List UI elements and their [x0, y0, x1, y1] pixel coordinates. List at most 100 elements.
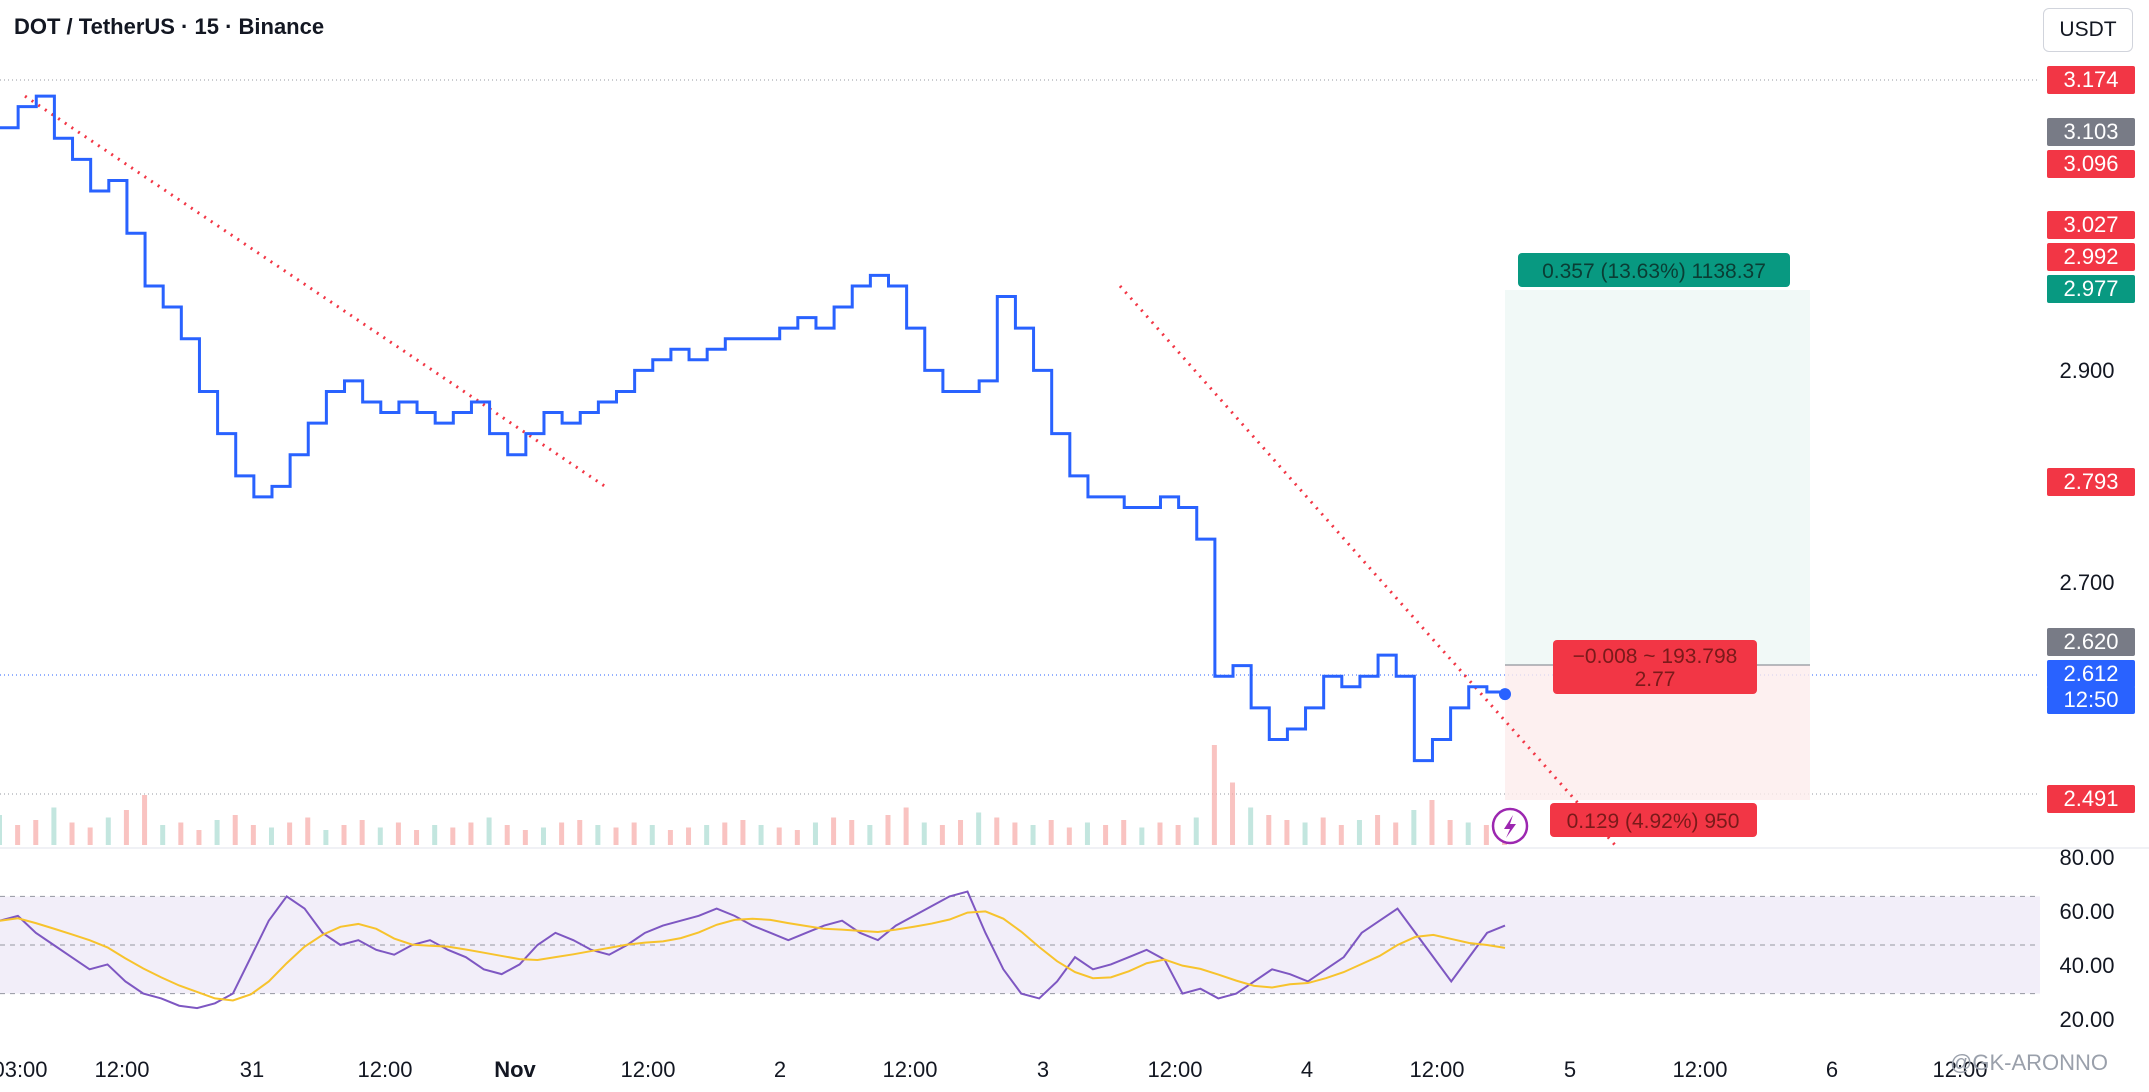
volume-bar — [1465, 822, 1471, 845]
price-tag: 2.992 — [2047, 243, 2135, 271]
volume-bar — [631, 822, 637, 845]
volume-bar — [740, 820, 746, 845]
volume-bar — [1121, 820, 1127, 845]
volume-bar — [414, 830, 420, 845]
entry-label-box — [1553, 640, 1757, 694]
grid — [0, 79, 2149, 849]
price-tag: 3.103 — [2047, 118, 2135, 146]
time-tick: 31 — [240, 1057, 264, 1082]
price-tag: 2.977 — [2047, 275, 2135, 303]
volume-bar — [831, 817, 837, 845]
volume-bar — [1084, 822, 1090, 845]
volume-bar — [958, 820, 964, 845]
volume-bar — [105, 817, 111, 845]
stop-label: 0.129 (4.92%) 950 — [1567, 810, 1740, 833]
time-tick: 2 — [774, 1057, 786, 1082]
volume-bar — [450, 827, 456, 845]
volume-bar — [214, 820, 220, 845]
volume-bar — [305, 817, 311, 845]
volume-bar — [1230, 782, 1236, 845]
volume-bar — [51, 807, 57, 845]
volume-bar — [33, 820, 39, 845]
time-tick: Nov — [494, 1057, 536, 1082]
volume-bar — [160, 825, 166, 845]
rsi-ma-line — [0, 910, 1506, 1002]
volume-bar — [196, 830, 202, 845]
price-line — [0, 94, 1507, 763]
price-tag: 2.612 — [2047, 660, 2135, 688]
currency-button[interactable]: USDT — [2043, 8, 2133, 52]
target-zone — [1505, 290, 1810, 665]
volume-bar — [885, 815, 891, 845]
volume-bar — [849, 820, 855, 845]
volume-bar — [232, 815, 238, 845]
target-label: 0.357 (13.63%) 1138.37 — [1542, 260, 1766, 283]
volume-bar — [595, 825, 601, 845]
volume-bar — [1066, 827, 1072, 845]
volume-bar — [994, 817, 1000, 845]
volume-bar — [1193, 817, 1199, 845]
volume-bar — [1429, 800, 1435, 845]
volume-bar — [1030, 825, 1036, 845]
volume-bar — [649, 825, 655, 845]
price-tag: 2.491 — [2047, 785, 2135, 813]
volume-bar — [395, 822, 401, 845]
target-label-box — [1518, 253, 1790, 287]
last-price-dot — [1499, 688, 1511, 701]
volume-bar — [559, 822, 565, 845]
time-tick: 03:00 — [0, 1057, 48, 1082]
time-tick: 12:00 — [357, 1057, 412, 1082]
volume-bar — [287, 822, 293, 845]
volume-bar — [1356, 820, 1362, 845]
volume-bar — [1302, 822, 1308, 845]
rsi-line — [0, 890, 1506, 1010]
volume-bar — [1375, 815, 1381, 845]
volume-bar — [1103, 825, 1109, 845]
price-tag: 3.027 — [2047, 211, 2135, 239]
volume-bar — [794, 830, 800, 845]
volume-bar — [486, 817, 492, 845]
trendlines — [24, 94, 1617, 846]
volume-bar — [867, 825, 873, 845]
volume-bar — [123, 810, 129, 845]
volume-bar — [1211, 745, 1217, 845]
time-tick: 12:00 — [620, 1057, 675, 1082]
time-tick: 12:00 — [1409, 1057, 1464, 1082]
volume-bar — [1175, 825, 1181, 845]
price-tag: 3.174 — [2047, 66, 2135, 94]
time-axis: 03:00 12:00 31 12:00 Nov 12:00 2 12:00 3 12:00 4 12… — [0, 1057, 1988, 1082]
time-tick: 12:00 — [1932, 1057, 1987, 1082]
price-tag: 3.096 — [2047, 150, 2135, 178]
volume-bar — [1320, 817, 1326, 845]
price-tick: 2.700 — [2059, 570, 2115, 595]
time-tick: 12:00 — [1672, 1057, 1727, 1082]
volume-bar — [15, 825, 21, 845]
volume-bar — [776, 827, 782, 845]
price-series — [0, 94, 1511, 763]
price-tag: 2.620 — [2047, 628, 2135, 656]
volume-bar — [250, 825, 256, 845]
time-tick: 5 — [1564, 1057, 1576, 1082]
time-tick: 12:00 — [1147, 1057, 1202, 1082]
lightning-icon-glyph — [1504, 815, 1516, 838]
volume-bar — [722, 822, 728, 845]
volume-bar — [522, 830, 528, 845]
price-tick: 2.900 — [2059, 358, 2115, 383]
time-tick: 12:00 — [94, 1057, 149, 1082]
volume-bar — [87, 827, 93, 845]
rsi-tick: 60.00 — [2059, 899, 2115, 924]
entry-label-line1: −0.008 ~ 193.798 — [1573, 645, 1738, 668]
position-tool[interactable]: 0.357 (13.63%) 1138.37 −0.008 ~ 193.7982.… — [1491, 253, 1810, 845]
volume-bar — [667, 830, 673, 845]
volume-bar — [359, 820, 365, 845]
rsi-pane — [0, 890, 2040, 1010]
volume-bar — [1393, 822, 1399, 845]
watermark: @GK-ARONNO — [1950, 1050, 2109, 1075]
volume-bar — [613, 827, 619, 845]
volume-bar — [1139, 827, 1145, 845]
volume-bar — [812, 822, 818, 845]
volume-bar — [178, 822, 184, 845]
time-tick: 4 — [1301, 1057, 1313, 1082]
volume-bar — [1266, 815, 1272, 845]
